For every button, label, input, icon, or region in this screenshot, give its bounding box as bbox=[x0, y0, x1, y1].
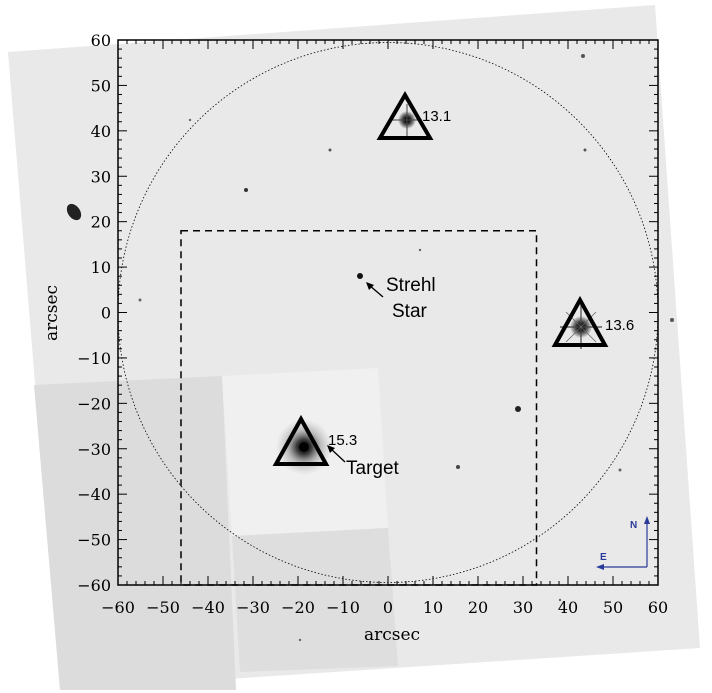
compass: N E bbox=[596, 516, 650, 570]
sky-panel-lower-left bbox=[34, 376, 236, 690]
x-tick-label: 50 bbox=[603, 598, 623, 617]
field-star bbox=[581, 54, 585, 58]
label-15-3: 15.3 bbox=[328, 432, 357, 449]
strehl-star bbox=[357, 273, 363, 279]
label-13-1: 13.1 bbox=[422, 108, 451, 125]
label-strehl-line2: Star bbox=[392, 301, 428, 322]
y-tick-label: −60 bbox=[77, 576, 111, 595]
field-star bbox=[418, 248, 422, 252]
compass-north-label: N bbox=[630, 520, 637, 531]
x-tick-label: 10 bbox=[423, 598, 443, 617]
x-tick-label: −20 bbox=[281, 598, 315, 617]
y-axis-label: arcsec bbox=[42, 285, 62, 341]
y-tick-label: −40 bbox=[77, 485, 111, 504]
label-13-6: 13.6 bbox=[605, 317, 634, 334]
triangle-marker-13-1 bbox=[376, 91, 434, 140]
x-tick-label: −60 bbox=[101, 598, 135, 617]
star-13-1 bbox=[392, 104, 422, 136]
field-star bbox=[298, 638, 302, 642]
x-tick-label: 0 bbox=[383, 598, 393, 617]
y-tick-label: 30 bbox=[91, 167, 111, 186]
x-axis-label: arcsec bbox=[364, 625, 420, 645]
triangle-marker-15-3 bbox=[272, 414, 330, 466]
sky-panel-bottom bbox=[232, 528, 398, 672]
star-15-3-target bbox=[276, 419, 332, 475]
bright-stars bbox=[276, 104, 602, 475]
field-star bbox=[188, 118, 192, 122]
field-star bbox=[138, 298, 142, 302]
y-tick-label: 0 bbox=[101, 304, 111, 323]
y-tick-label: −10 bbox=[77, 349, 111, 368]
field-star bbox=[670, 318, 674, 322]
sky-mosaic bbox=[8, 5, 700, 690]
x-tick-label: 60 bbox=[648, 598, 668, 617]
dashed-box bbox=[180, 230, 538, 586]
y-tick-label: −20 bbox=[77, 394, 111, 413]
field-star bbox=[244, 188, 248, 192]
x-tick-label: 40 bbox=[558, 598, 578, 617]
x-tick-label: −40 bbox=[191, 598, 225, 617]
field-star bbox=[328, 148, 332, 152]
target-arrow-head bbox=[327, 445, 335, 453]
compass-east-label: E bbox=[600, 552, 607, 563]
galaxy bbox=[66, 203, 82, 221]
x-axis-ticks bbox=[117, 40, 659, 585]
label-strehl-line1: Strehl bbox=[386, 275, 436, 296]
x-axis-tick-labels: −60 −50 −40 −30 −20 −10 0 10 20 30 40 50 60 bbox=[101, 598, 668, 617]
y-tick-label: −30 bbox=[77, 440, 111, 459]
annotation-arrows bbox=[327, 282, 384, 463]
field-star bbox=[456, 465, 460, 469]
y-axis-ticks bbox=[118, 39, 658, 586]
background-sources bbox=[66, 54, 674, 642]
triangle-marker-13-6 bbox=[551, 295, 609, 347]
field-star bbox=[618, 468, 622, 472]
strehl-arrow-head bbox=[366, 282, 374, 290]
star-13-6 bbox=[560, 305, 602, 349]
compass-east-head bbox=[596, 564, 604, 570]
y-tick-label: 50 bbox=[91, 76, 111, 95]
x-tick-label: −50 bbox=[146, 598, 180, 617]
y-tick-label: 40 bbox=[91, 122, 111, 141]
field-star bbox=[515, 406, 521, 412]
y-tick-label: 60 bbox=[91, 31, 111, 50]
x-tick-label: 30 bbox=[513, 598, 533, 617]
compass-north-head bbox=[644, 516, 650, 524]
x-tick-label: 20 bbox=[468, 598, 488, 617]
field-star bbox=[558, 598, 562, 602]
x-tick-label: −30 bbox=[236, 598, 270, 617]
triangle-markers bbox=[272, 91, 609, 466]
y-axis-tick-labels: −60 −50 −40 −30 −20 −10 0 10 20 30 40 50 60 bbox=[77, 31, 111, 595]
y-tick-label: −50 bbox=[77, 531, 111, 550]
y-tick-label: 20 bbox=[91, 213, 111, 232]
x-tick-label: −10 bbox=[326, 598, 360, 617]
label-target: Target bbox=[346, 458, 400, 479]
field-star bbox=[583, 148, 587, 152]
star-labels: 13.1 13.6 15.3 Target Strehl Star bbox=[328, 108, 634, 479]
y-tick-label: 10 bbox=[91, 258, 111, 277]
